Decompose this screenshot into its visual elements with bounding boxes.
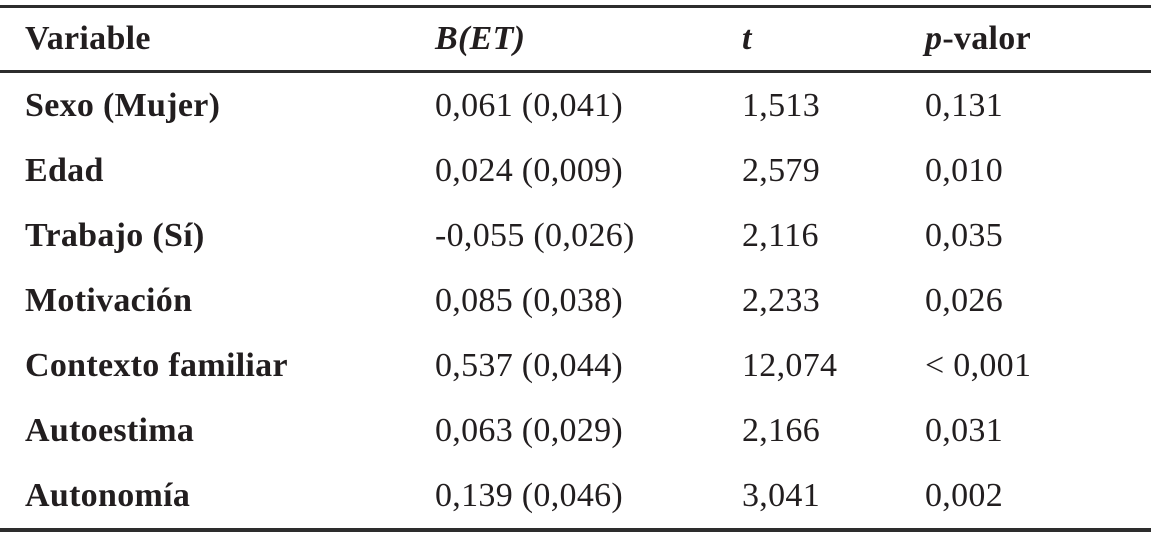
cell-variable: Autoestima [25, 411, 195, 449]
table-row: Contexto familiar 0,537 (0,044) 12,074 <… [0, 333, 1151, 398]
cell-t: 2,116 [742, 216, 819, 254]
table-row: Sexo (Mujer) 0,061 (0,041) 1,513 0,131 [0, 72, 1151, 139]
table-row: Autoestima 0,063 (0,029) 2,166 0,031 [0, 398, 1151, 463]
cell-b-et: 0,061 (0,041) [435, 86, 624, 124]
cell-b-et: 0,085 (0,038) [435, 281, 624, 319]
cell-t: 2,166 [742, 411, 820, 449]
cell-b-et: 0,139 (0,046) [435, 476, 624, 514]
cell-t: 3,041 [742, 476, 820, 514]
table-row: Autonomía 0,139 (0,046) 3,041 0,002 [0, 463, 1151, 530]
cell-p-valor: 0,131 [925, 86, 1003, 124]
cell-t: 12,074 [742, 346, 838, 384]
col-header-p-valor: p-valor [925, 6, 1151, 73]
cell-p-valor: 0,031 [925, 411, 1003, 449]
cell-p-valor: 0,026 [925, 281, 1003, 319]
cell-variable: Sexo (Mujer) [25, 86, 221, 124]
cell-variable: Edad [25, 151, 104, 189]
table-row: Motivación 0,085 (0,038) 2,233 0,026 [0, 268, 1151, 333]
col-header-t: t [742, 6, 925, 73]
table-row: Edad 0,024 (0,009) 2,579 0,010 [0, 138, 1151, 203]
cell-b-et: 0,063 (0,029) [435, 411, 624, 449]
col-header-variable: Variable [0, 6, 435, 73]
regression-results-table: Variable B(ET) t p-valor Sexo (Mujer) 0,… [0, 5, 1151, 532]
cell-variable: Autonomía [25, 476, 191, 514]
table-header: Variable B(ET) t p-valor [0, 6, 1151, 73]
cell-t: 1,513 [742, 86, 820, 124]
cell-p-valor: < 0,001 [925, 346, 1032, 384]
p-valor-rest-part: -valor [942, 20, 1031, 57]
table-body: Sexo (Mujer) 0,061 (0,041) 1,513 0,131 E… [0, 72, 1151, 531]
cell-p-valor: 0,035 [925, 216, 1003, 254]
cell-p-valor: 0,002 [925, 476, 1003, 514]
cell-variable: Motivación [25, 281, 193, 319]
header-row: Variable B(ET) t p-valor [0, 6, 1151, 73]
cell-b-et: -0,055 (0,026) [435, 216, 635, 254]
cell-variable: Trabajo (Sí) [25, 216, 205, 254]
table-row: Trabajo (Sí) -0,055 (0,026) 2,116 0,035 [0, 203, 1151, 268]
p-valor-italic-part: p [925, 20, 943, 57]
cell-b-et: 0,537 (0,044) [435, 346, 624, 384]
cell-b-et: 0,024 (0,009) [435, 151, 624, 189]
cell-t: 2,579 [742, 151, 820, 189]
col-header-b-et: B(ET) [435, 6, 742, 73]
cell-p-valor: 0,010 [925, 151, 1003, 189]
cell-variable: Contexto familiar [25, 346, 288, 384]
cell-t: 2,233 [742, 281, 820, 319]
